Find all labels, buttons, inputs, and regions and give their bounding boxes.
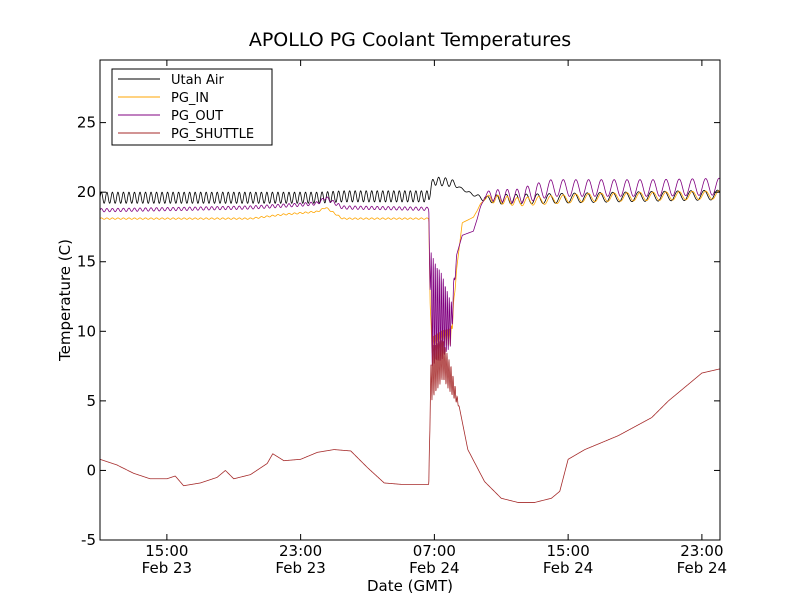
y-axis-label: Temperature (C) [56,239,74,362]
legend-label-pg-shuttle: PG_SHUTTLE [171,127,254,142]
x-tick-label-time: 23:00 [279,542,322,560]
y-axis: -5 0 5 10 15 20 25 [77,114,720,549]
legend: Utah Air PG_IN PG_OUT PG_SHUTTLE [111,68,273,146]
legend-label-pg-in: PG_IN [171,91,209,106]
series-line-utah-air [100,176,720,205]
series-layer [100,176,720,503]
series-line-pg-out [100,177,720,366]
x-tick-label-date: Feb 24 [677,559,727,577]
x-tick-label-time: 23:00 [680,542,723,560]
x-tick-label-time: 15:00 [145,542,188,560]
x-tick-label-date: Feb 24 [543,559,593,577]
y-tick-label: -5 [81,531,96,549]
x-axis-label: Date (GMT) [367,577,453,595]
y-tick-label: 25 [77,114,96,132]
y-tick-label: 5 [86,392,96,410]
legend-box [111,68,273,146]
y-tick-label: 20 [77,183,96,201]
legend-label-utah-air: Utah Air [171,73,224,88]
chart-title: APOLLO PG Coolant Temperatures [249,29,571,51]
x-tick-label-time: 15:00 [547,542,590,560]
legend-label-pg-out: PG_OUT [171,109,223,124]
y-tick-label: 10 [77,322,96,340]
x-tick-label-date: Feb 24 [409,559,459,577]
x-tick-label-date: Feb 23 [275,559,325,577]
series-line-pg-in [100,190,720,354]
plot-frame [99,59,721,541]
y-tick-label: 0 [86,461,96,479]
y-tick-label: 15 [77,253,96,271]
x-tick-label-time: 07:00 [413,542,456,560]
x-tick-label-date: Feb 23 [142,559,192,577]
series-line-pg-shuttle [100,340,720,503]
